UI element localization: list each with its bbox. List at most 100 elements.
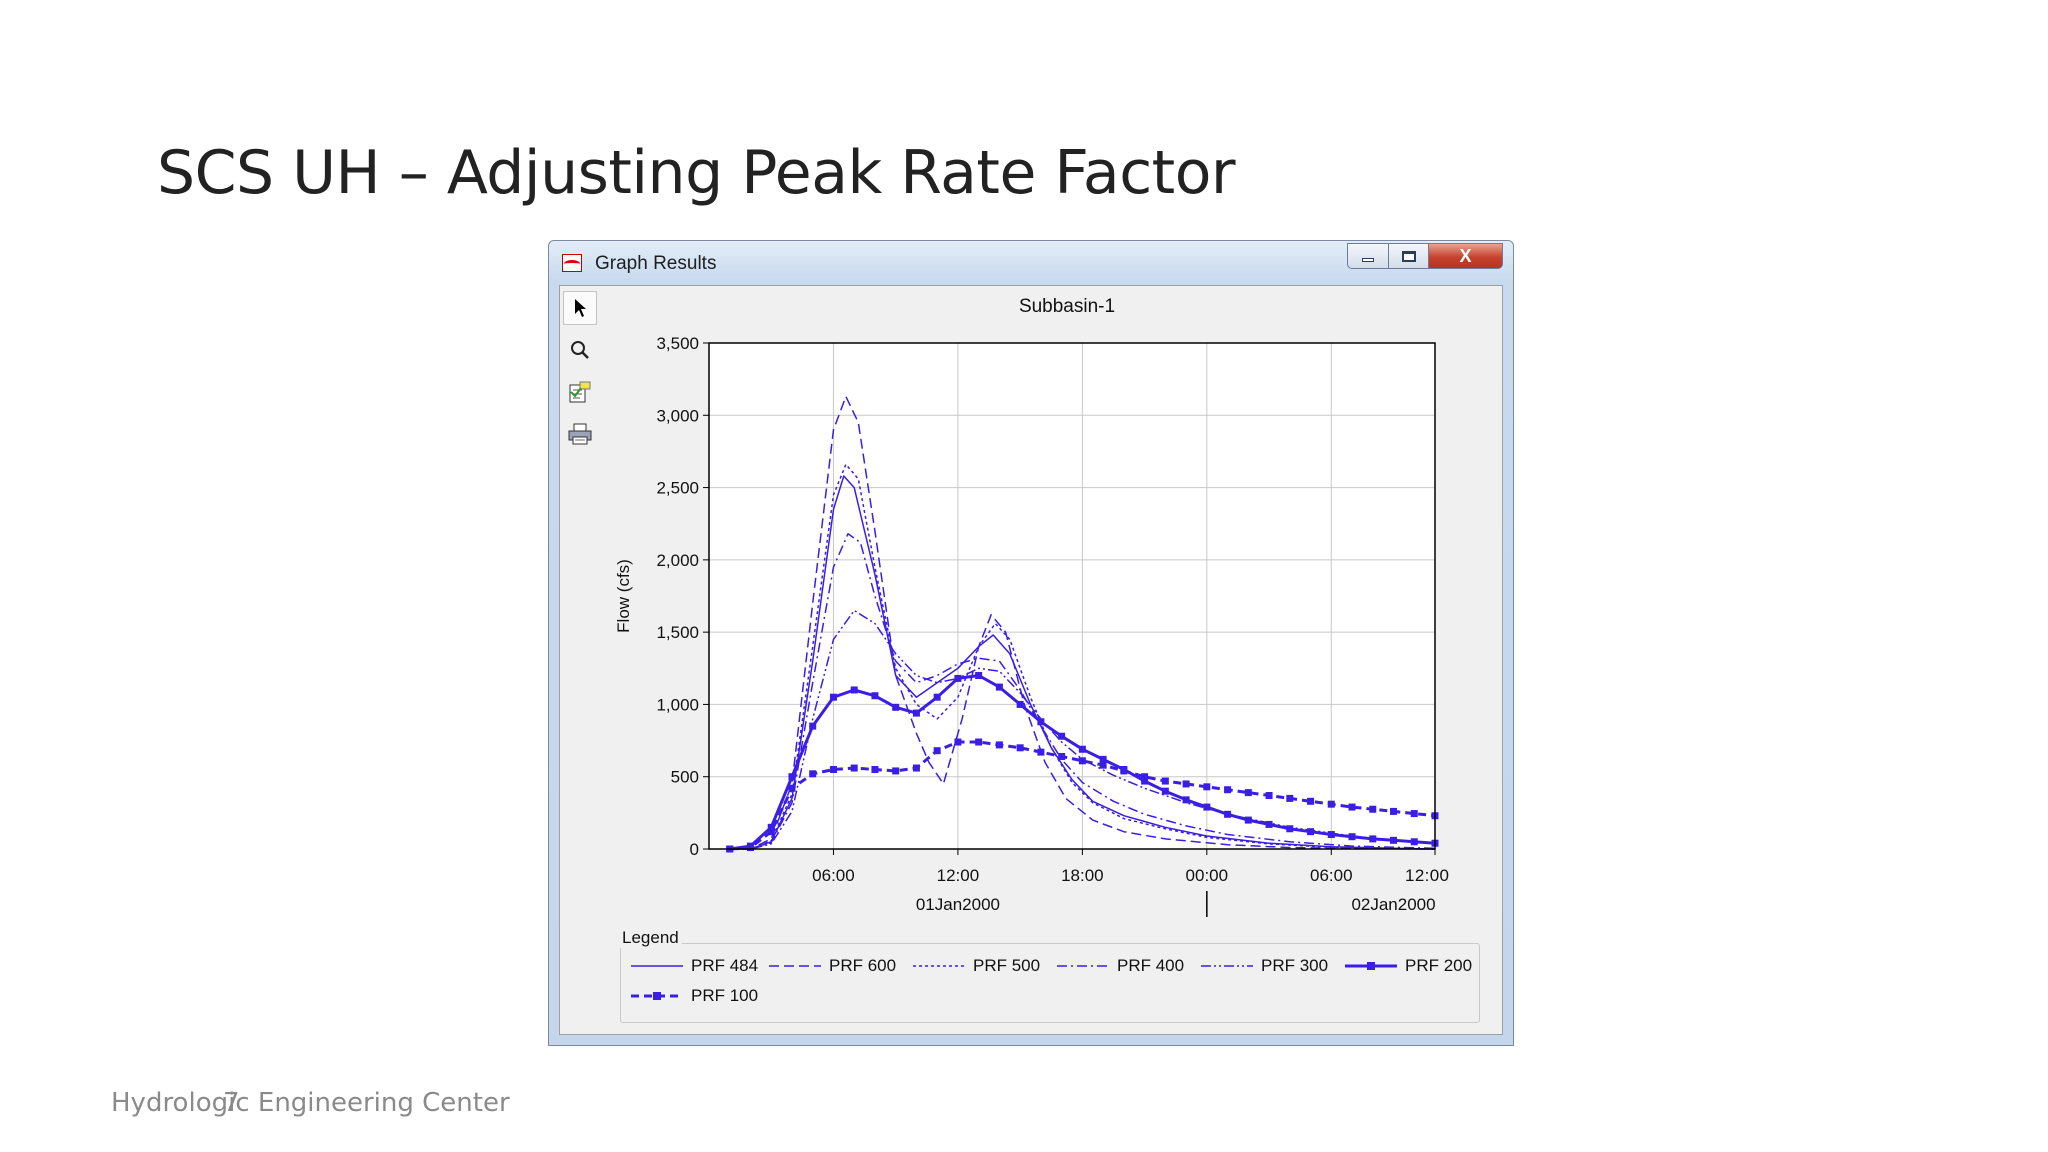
select-tool-button[interactable] [563,291,597,325]
graph-client-area: Subbasin-1 0 500 1,000 1,500 2,000 2,500 3,000… [559,285,1503,1035]
window-titlebar[interactable]: Graph Results X [549,241,1513,285]
y-tick-label: 3,000 [656,406,699,425]
plot-background [709,343,1435,849]
y-tick-label: 2,000 [656,551,699,570]
legend-label-prf-400: PRF 400 [1117,956,1185,975]
graph-app-icon [562,254,582,272]
series-point-prf-100 [1120,767,1128,775]
y-tick-label: 1,500 [656,623,699,642]
series-point-prf-100 [1141,773,1149,781]
legend-label-prf-100: PRF 100 [691,986,759,1005]
series-point-prf-100 [933,747,941,755]
series-point-prf-200 [1224,810,1232,818]
series-point-prf-100 [1286,794,1294,802]
minimize-button[interactable] [1347,243,1389,269]
x-tick-label: 12:00 [937,866,980,885]
legend-label-prf-200: PRF 200 [1405,956,1473,975]
series-point-prf-200 [1058,732,1066,740]
slide-page-number: 7 [223,1088,240,1118]
series-point-prf-100 [1348,803,1356,811]
y-tick-label: 0 [690,840,699,859]
printer-icon [568,423,592,445]
series-point-prf-100 [850,764,858,772]
series-point-prf-100 [1037,748,1045,756]
series-point-prf-100 [1327,800,1335,808]
series-point-prf-100 [809,770,817,778]
series-point-prf-200 [995,683,1003,691]
x-tick-label: 06:00 [1310,866,1353,885]
chart-title: Subbasin-1 [1019,296,1115,317]
chart-grid [709,342,1435,850]
legend-swatch-prf-400 [1057,965,1109,967]
series-point-prf-200 [1244,816,1252,824]
legend-item-prf-500: PRF 500 [911,956,1040,976]
legend-label-prf-500: PRF 500 [973,956,1041,975]
series-point-prf-200 [788,773,796,781]
series-point-prf-200 [871,692,879,700]
series-point-prf-100 [892,767,900,775]
print-tool-button[interactable] [563,417,597,451]
legend-item-prf-400: PRF 400 [1055,956,1184,976]
y-tick-label: 500 [671,768,699,787]
series-point-prf-100 [1203,783,1211,791]
legend-swatch-prf-484 [631,965,683,967]
legend-item-prf-300: PRF 300 [1199,956,1328,976]
series-point-prf-200 [1099,755,1107,763]
y-tick-label: 3,500 [656,334,699,353]
series-point-prf-200 [1286,825,1294,833]
series-point-prf-200 [1265,820,1273,828]
legend-item-prf-600: PRF 600 [767,956,896,976]
y-axis-label: Flow (cfs) [614,559,633,633]
series-point-prf-200 [1037,718,1045,726]
pointer-icon [575,299,586,317]
properties-icon [569,381,591,403]
chart-legend: Legend PRF 484 PRF 600 PRF 500 PRF 400 PRF 3… [619,928,1480,1023]
legend-swatch-prf-600 [769,965,821,967]
series-point-prf-200 [933,693,941,701]
series-point-prf-200 [1410,838,1418,846]
series-point-prf-200 [1369,835,1377,843]
chart-axis-labels: 0 500 1,000 1,500 2,000 2,500 3,000 3,500 06:00 1… [656,334,1449,917]
series-point-prf-200 [1307,828,1315,836]
legend-item-prf-484: PRF 484 [629,956,758,976]
legend-label-prf-600: PRF 600 [829,956,897,975]
series-point-prf-200 [1078,745,1086,753]
y-tick-label: 2,500 [656,479,699,498]
series-point-prf-100 [1265,792,1273,800]
series-point-prf-100 [767,828,775,836]
series-point-prf-100 [1058,752,1066,760]
series-point-prf-100 [1161,777,1169,785]
date-label: 02Jan2000 [1351,895,1435,914]
chart-series-layer [726,395,1439,853]
series-line-prf-400 [729,533,1436,850]
legend-item-prf-200: PRF 200 [1343,956,1472,976]
series-point-prf-100 [788,784,796,792]
date-label: 01Jan2000 [916,895,1000,914]
magnifier-icon [571,341,589,359]
x-tick-label: 18:00 [1061,866,1104,885]
legend-title: Legend [619,928,682,948]
series-point-prf-100 [829,765,837,773]
zoom-tool-button[interactable] [563,333,597,367]
series-point-prf-100 [871,765,879,773]
legend-item-prf-100: PRF 100 [629,986,758,1006]
x-tick-label: 06:00 [812,866,855,885]
series-point-prf-100 [1244,789,1252,797]
series-point-prf-100 [975,738,983,746]
series-point-prf-200 [1348,833,1356,841]
series-point-prf-100 [1182,780,1190,788]
window-title: Graph Results [595,253,717,274]
footer-organization: Hydrologic Engineering Center [111,1088,510,1118]
plot-frame [708,342,1436,850]
series-point-prf-200 [767,823,775,831]
series-point-prf-100 [746,844,754,852]
properties-tool-button[interactable] [563,375,597,409]
series-line-prf-100 [729,740,1436,851]
series-point-prf-200 [954,674,962,682]
close-button[interactable]: X [1429,243,1503,269]
flow-chart: Subbasin-1 0 500 1,000 1,500 2,000 2,500 3,000… [614,296,1449,917]
legend-label-prf-484: PRF 484 [691,956,759,975]
series-point-prf-100 [1307,797,1315,805]
maximize-button[interactable] [1389,243,1429,269]
series-point-prf-200 [1182,796,1190,804]
